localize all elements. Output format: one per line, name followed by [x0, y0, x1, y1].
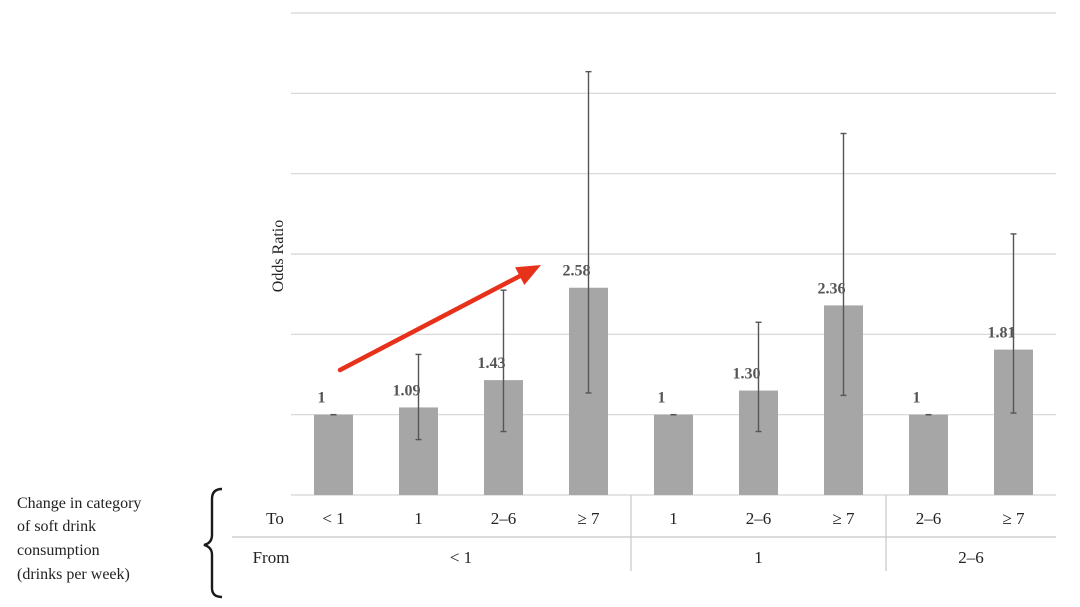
to-tick-label: ≥ 7 — [1002, 509, 1025, 528]
side-note-line: of soft drink — [17, 518, 96, 535]
data-label: 1.30 — [733, 366, 761, 383]
from-group-label: 1 — [754, 548, 763, 567]
curly-brace — [203, 487, 223, 599]
to-tick-label: 2–6 — [916, 509, 942, 528]
data-label: 2.58 — [563, 263, 591, 280]
y-axis-title: Odds Ratio — [270, 220, 287, 292]
bar — [654, 414, 693, 495]
side-note-line: Change in category — [17, 495, 141, 512]
to-tick-label: 2–6 — [746, 509, 772, 528]
error-bars — [330, 70, 1017, 441]
arrow-shaft — [337, 273, 522, 373]
bars — [314, 287, 1033, 495]
to-tick-label: 1 — [669, 509, 678, 528]
from-group-label: 2–6 — [958, 548, 984, 567]
category-table: < 1 1 2–6 ≥ 7 1 2–6 ≥ 7 2–6 ≥ 7 < 1 1 2–6 — [232, 495, 1056, 571]
from-group-label: < 1 — [450, 548, 472, 567]
to-tick-label: ≥ 7 — [832, 509, 855, 528]
data-label: 1 — [318, 390, 326, 407]
trend-arrow — [337, 265, 541, 373]
to-tick-label: 2–6 — [491, 509, 517, 528]
data-label: 1.43 — [478, 355, 506, 372]
side-note-line: consumption — [17, 542, 100, 559]
data-label: 1.81 — [988, 325, 1016, 342]
data-labels: 1 1.09 1.43 2.58 1 1.30 2.36 1 1.81 — [318, 263, 1016, 407]
to-tick-label: ≥ 7 — [577, 509, 600, 528]
to-tick-label: 1 — [414, 509, 423, 528]
bar — [314, 414, 353, 495]
side-note-line: (drinks per week) — [17, 566, 130, 583]
bar — [909, 414, 948, 495]
side-note: Change in category of soft drink consump… — [17, 495, 141, 583]
arrow-head — [515, 265, 541, 285]
data-label: 1 — [913, 390, 921, 407]
row-label-from: From — [253, 548, 290, 567]
row-label-to: To — [266, 509, 284, 528]
data-label: 1 — [658, 390, 666, 407]
to-tick-label: < 1 — [322, 509, 344, 528]
data-label: 1.09 — [393, 382, 421, 399]
data-label: 2.36 — [818, 280, 846, 297]
